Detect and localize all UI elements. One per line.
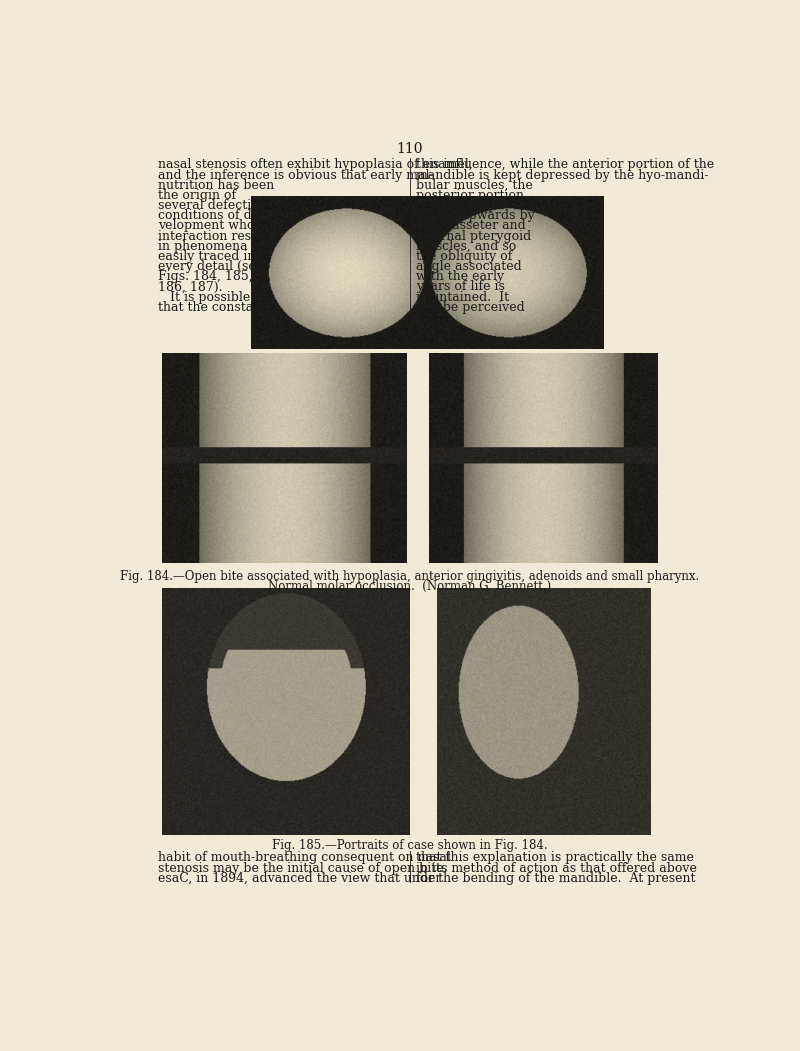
Text: It is possible: It is possible — [158, 290, 250, 304]
Text: mandible is kept depressed by the hyo-mandi-: mandible is kept depressed by the hyo-ma… — [416, 168, 709, 182]
Text: muscles, and so: muscles, and so — [416, 240, 517, 253]
Text: stenosis may be the initial cause of open bite.: stenosis may be the initial cause of ope… — [158, 862, 448, 874]
Text: that this explanation is practically the same: that this explanation is practically the… — [416, 851, 694, 865]
Text: and the inference is obvious that early mal-: and the inference is obvious that early … — [158, 168, 434, 182]
Text: maintained.  It: maintained. It — [416, 290, 510, 304]
Text: conditions of de-: conditions of de- — [158, 209, 263, 222]
Text: is constantly: is constantly — [416, 199, 496, 212]
Text: 110: 110 — [397, 142, 423, 156]
Text: the origin of: the origin of — [158, 189, 236, 202]
Text: in phenomena not: in phenomena not — [158, 240, 272, 253]
Text: angle associated: angle associated — [416, 260, 522, 273]
Text: velopment whose: velopment whose — [158, 220, 268, 232]
Text: nasal stenosis often exhibit hypoplasia of enamel,: nasal stenosis often exhibit hypoplasia … — [158, 159, 473, 171]
Text: the masseter and: the masseter and — [416, 220, 526, 232]
Text: in its method of action as that offered above: in its method of action as that offered … — [416, 862, 697, 874]
Text: internal pterygoid: internal pterygoid — [416, 229, 531, 243]
Text: 186, 187).: 186, 187). — [158, 281, 222, 293]
Text: Fig. 185.—Portraits of case shown in Fig. 184.: Fig. 185.—Portraits of case shown in Fig… — [272, 839, 548, 852]
Text: will be perceived: will be perceived — [416, 301, 525, 314]
Text: posterior portion: posterior portion — [416, 189, 524, 202]
Text: easily traced in: easily traced in — [158, 250, 255, 263]
Text: with the early: with the early — [416, 270, 504, 284]
Text: for the bending of the mandible.  At present: for the bending of the mandible. At pres… — [416, 871, 696, 885]
Text: nutrition has been: nutrition has been — [158, 179, 274, 191]
Text: interaction results: interaction results — [158, 229, 274, 243]
Text: bular muscles, the: bular muscles, the — [416, 179, 533, 191]
Text: every detail (see: every detail (see — [158, 260, 263, 273]
Text: forced upwards by: forced upwards by — [416, 209, 535, 222]
Text: several defective: several defective — [158, 199, 266, 212]
Text: esaC, in 1894, advanced the view that under: esaC, in 1894, advanced the view that un… — [158, 871, 442, 885]
Text: the obliquity of: the obliquity of — [416, 250, 513, 263]
Text: this influence, while the anterior portion of the: this influence, while the anterior porti… — [416, 159, 714, 171]
Text: habit of mouth-breathing consequent on nasal: habit of mouth-breathing consequent on n… — [158, 851, 451, 865]
Text: years of life is: years of life is — [416, 281, 505, 293]
Text: Fig. 184.—Open bite associated with hypoplasia, anterior gingivitis, adenoids an: Fig. 184.—Open bite associated with hypo… — [120, 570, 700, 582]
Text: Figs. 184, 185,: Figs. 184, 185, — [158, 270, 253, 284]
Text: that the constant: that the constant — [158, 301, 266, 314]
Text: Normal molar occlusion.  (Norman G. Bennett.): Normal molar occlusion. (Norman G. Benne… — [269, 580, 551, 593]
